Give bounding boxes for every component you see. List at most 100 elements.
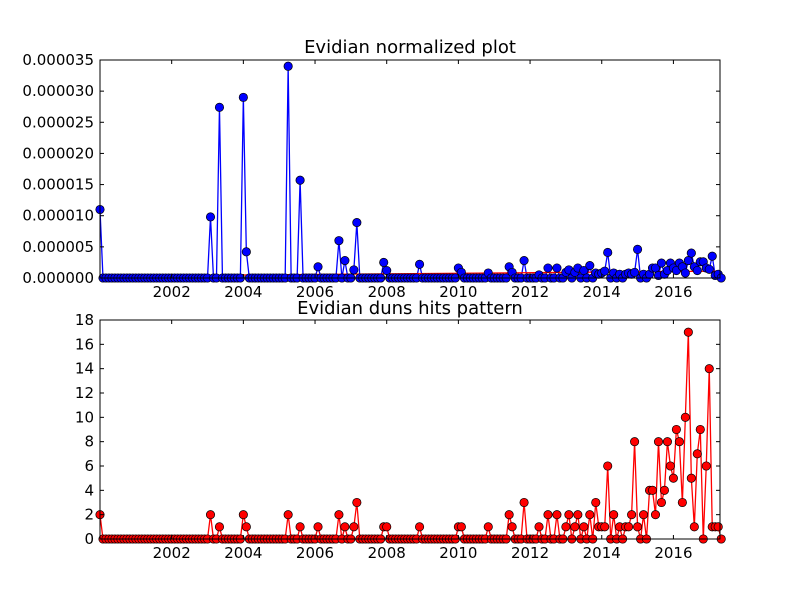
x-tick-label: 2014: [583, 544, 621, 562]
y-tick-label: 0.000000: [22, 269, 94, 287]
data-point: [543, 263, 553, 273]
data-point: [295, 522, 305, 532]
normalized-plot-ticks: 0.000000 0.000005 0.000010 0.000015 0.000020…: [22, 51, 720, 301]
data-point: [704, 364, 714, 374]
y-tick-label: 0.000025: [22, 113, 94, 131]
x-tick-label: 2008: [368, 544, 406, 562]
data-point: [415, 522, 425, 532]
data-point: [519, 256, 529, 266]
x-tick-label: 2008: [368, 283, 406, 301]
data-point: [415, 259, 425, 269]
data-point: [609, 510, 619, 520]
data-point: [707, 251, 717, 261]
data-point: [561, 522, 571, 532]
data-point: [349, 265, 359, 275]
x-tick-label: 2004: [224, 544, 262, 562]
x-tick-label: 2010: [439, 283, 477, 301]
y-tick-label: 14: [75, 360, 94, 378]
data-point: [650, 510, 661, 520]
data-point: [704, 264, 714, 274]
y-tick-label: 4: [84, 481, 94, 499]
data-point: [214, 522, 225, 532]
data-point: [713, 522, 723, 532]
y-tick-label: 6: [84, 457, 94, 475]
y-tick-label: 18: [75, 311, 94, 329]
data-point: [283, 61, 293, 71]
data-point: [483, 522, 493, 532]
data-point: [552, 263, 562, 273]
data-point: [382, 522, 392, 532]
data-point: [570, 522, 580, 532]
data-point: [665, 461, 675, 471]
data-point: [519, 497, 529, 508]
x-tick-label: 2006: [296, 283, 334, 301]
data-point: [701, 461, 711, 471]
data-point: [695, 424, 705, 435]
data-point: [674, 437, 684, 447]
data-point: [585, 510, 595, 520]
data-point: [238, 510, 248, 520]
data-point: [352, 497, 362, 508]
data-point: [686, 248, 696, 258]
data-point: [689, 522, 699, 532]
x-tick-label: 2002: [153, 283, 191, 301]
chart-title: Evidian duns hits pattern: [297, 298, 523, 319]
data-point: [205, 510, 216, 520]
data-point: [677, 497, 687, 508]
x-tick-label: 2016: [654, 544, 692, 562]
data-point: [591, 497, 601, 508]
data-point: [543, 510, 553, 520]
data-point: [692, 449, 702, 459]
data-point: [600, 522, 610, 532]
data-point: [627, 510, 637, 520]
data-point: [585, 260, 595, 271]
x-tick-label: 2014: [583, 283, 621, 301]
normalized-plot-panel: Evidian normalized plot 0.000000 0.000005…: [22, 37, 726, 301]
data-point: [456, 522, 466, 532]
x-tick-label: 2016: [654, 283, 692, 301]
y-tick-label: 8: [84, 433, 94, 451]
data-point: [295, 175, 305, 185]
y-tick-label: 2: [84, 506, 94, 524]
data-point: [241, 522, 251, 532]
data-point: [647, 485, 658, 495]
data-point: [668, 473, 678, 483]
data-point: [334, 510, 344, 520]
data-point: [671, 424, 681, 435]
data-point: [656, 258, 667, 268]
data-point: [683, 327, 693, 337]
axes-frame: [99, 319, 721, 540]
data-point: [313, 262, 323, 272]
data-point: [334, 236, 344, 246]
data-point: [579, 522, 589, 532]
y-tick-label: 0.000035: [22, 51, 94, 69]
data-point: [638, 510, 649, 520]
data-point: [624, 522, 634, 532]
data-point: [573, 510, 583, 520]
data-point: [653, 437, 664, 447]
x-tick-label: 2004: [224, 283, 262, 301]
data-point: [630, 437, 640, 447]
data-point: [352, 218, 362, 228]
data-point: [633, 522, 643, 532]
data-point: [507, 522, 517, 532]
y-tick-label: 16: [75, 335, 94, 353]
y-tick-label: 0.000020: [22, 144, 94, 162]
y-tick-label: 0.000015: [22, 176, 94, 194]
data-point: [379, 257, 389, 267]
duns-hits-panel: Evidian duns hits pattern 0 2 4 6 8 10 12 14 16 1…: [75, 298, 726, 562]
data-point: [534, 522, 544, 532]
axes-frame: [99, 59, 721, 279]
data-point: [603, 247, 613, 258]
data-point: [552, 510, 562, 520]
data-point: [313, 522, 323, 532]
data-point: [340, 256, 350, 266]
data-point: [633, 244, 643, 254]
x-tick-label: 2012: [511, 544, 549, 562]
data-point: [504, 510, 514, 520]
duns-hits-ticks: 0 2 4 6 8 10 12 14 16 18 2002 2004 2006 2008 2010 2012 2…: [75, 311, 720, 562]
data-point: [680, 268, 690, 278]
data-point: [283, 510, 293, 520]
data-point: [692, 265, 702, 276]
